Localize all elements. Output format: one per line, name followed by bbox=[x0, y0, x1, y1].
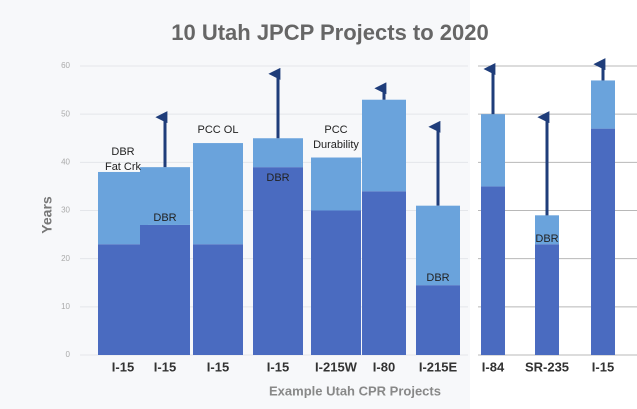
bar-segment bbox=[98, 171, 148, 245]
annotation: PCC bbox=[324, 124, 347, 136]
bar-segment bbox=[591, 128, 615, 355]
bar-segment bbox=[253, 138, 303, 168]
x-tick-label: I-15 bbox=[112, 359, 134, 374]
bar-segment bbox=[481, 186, 505, 355]
x-tick-label: I-15 bbox=[267, 359, 289, 374]
annotation: PCC OL bbox=[198, 124, 239, 136]
bar-segment bbox=[311, 210, 361, 355]
bar-segment bbox=[362, 99, 406, 192]
bar-segment bbox=[481, 114, 505, 187]
y-tick-label: 10 bbox=[61, 302, 70, 311]
bar-segment bbox=[416, 205, 460, 286]
bar-segment bbox=[193, 244, 243, 355]
y-tick-label: 60 bbox=[61, 61, 70, 70]
bar-segment bbox=[416, 285, 460, 355]
bar-segment bbox=[535, 215, 559, 245]
x-tick-label: I-215E bbox=[419, 359, 458, 374]
y-tick-label: 30 bbox=[61, 206, 70, 215]
x-tick-label: I-15 bbox=[592, 359, 614, 374]
bar-segment bbox=[98, 244, 148, 355]
x-axis-label: Example Utah CPR Projects bbox=[269, 383, 441, 398]
x-tick-label: SR-235 bbox=[525, 359, 569, 374]
annotation: Durability bbox=[313, 139, 359, 151]
annotation: DBR bbox=[153, 212, 176, 224]
annotation: DBR bbox=[266, 172, 289, 184]
x-tick-label: I-15 bbox=[207, 359, 229, 374]
chart-title: 10 Utah JPCP Projects to 2020 bbox=[171, 20, 489, 45]
bar-segment bbox=[362, 191, 406, 355]
y-axis-label: Years bbox=[39, 196, 55, 234]
bar-segment bbox=[535, 244, 559, 355]
bar-segment bbox=[140, 224, 190, 355]
annotation: DBR bbox=[111, 146, 134, 158]
y-tick-label: 50 bbox=[61, 109, 70, 118]
x-tick-label: I-80 bbox=[373, 359, 395, 374]
annotation: Fat Crk bbox=[105, 161, 142, 173]
bar-segment bbox=[311, 157, 361, 211]
bar-segment bbox=[193, 143, 243, 245]
bar-segment bbox=[591, 80, 615, 129]
bar-segment bbox=[140, 167, 190, 225]
bar-segment bbox=[253, 167, 303, 355]
x-tick-label: I-215W bbox=[315, 359, 358, 374]
x-tick-label: I-15 bbox=[154, 359, 176, 374]
y-tick-label: 40 bbox=[61, 157, 70, 166]
y-tick-label: 20 bbox=[61, 254, 70, 263]
annotation: DBR bbox=[535, 233, 558, 245]
annotation: DBR bbox=[426, 272, 449, 284]
y-tick-label: 0 bbox=[66, 350, 71, 359]
x-tick-label: I-84 bbox=[482, 359, 505, 374]
